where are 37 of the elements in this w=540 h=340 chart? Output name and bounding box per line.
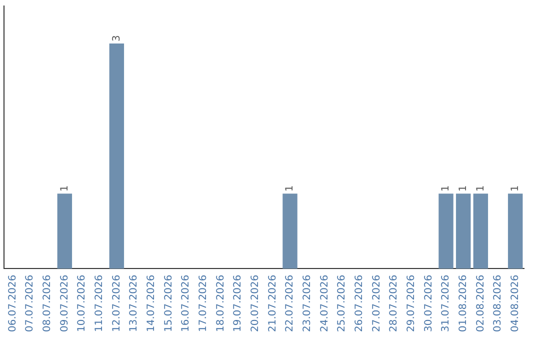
x-tick-label: 29.07.2026 bbox=[406, 274, 417, 332]
x-tick-label: 10.07.2026 bbox=[76, 274, 88, 332]
x-tick-label: 07.07.2026 bbox=[24, 274, 36, 332]
x-tick-label: 06.07.2026 bbox=[7, 274, 18, 332]
x-tick-label: 31.07.2026 bbox=[440, 274, 452, 332]
data-label: 1 bbox=[284, 185, 296, 192]
x-tick-label: 14.07.2026 bbox=[146, 274, 157, 332]
x-tick-label: 23.07.2026 bbox=[302, 274, 313, 332]
x-tick-label: 15.07.2026 bbox=[163, 274, 174, 332]
x-tick-label: 28.07.2026 bbox=[388, 274, 400, 332]
x-tick-label: 04.08.2026 bbox=[510, 274, 521, 332]
x-tick-label: 22.07.2026 bbox=[284, 274, 296, 332]
x-tick-label: 20.07.2026 bbox=[250, 274, 261, 332]
data-label: 1 bbox=[510, 185, 521, 192]
x-tick-label: 12.07.2026 bbox=[111, 274, 122, 332]
x-tick-label: 16.07.2026 bbox=[180, 274, 192, 332]
x-tick-label: 08.07.2026 bbox=[42, 274, 53, 332]
data-label: 1 bbox=[59, 185, 70, 192]
x-tick-label: 18.07.2026 bbox=[215, 274, 226, 332]
x-tick-label: 02.08.2026 bbox=[475, 274, 486, 332]
x-tick-label: 27.07.2026 bbox=[371, 274, 382, 332]
x-tick-label: 30.07.2026 bbox=[423, 274, 434, 332]
x-tick-label: 25.07.2026 bbox=[336, 274, 348, 332]
x-tick-label: 24.07.2026 bbox=[319, 274, 330, 332]
x-tick-label: 17.07.2026 bbox=[198, 274, 209, 332]
data-label: 1 bbox=[475, 185, 486, 192]
x-tick-label: 19.07.2026 bbox=[232, 274, 244, 332]
x-tick-label: 26.07.2026 bbox=[354, 274, 365, 332]
data-label: 1 bbox=[440, 185, 452, 192]
x-tick-label: 01.08.2026 bbox=[458, 274, 469, 332]
x-tick-label: 21.07.2026 bbox=[267, 274, 278, 332]
data-label: 1 bbox=[458, 185, 469, 192]
data-label: 3 bbox=[111, 35, 122, 42]
x-tick-label: 11.07.2026 bbox=[94, 274, 105, 332]
x-tick-label: 03.08.2026 bbox=[492, 274, 504, 332]
x-tick-label: 13.07.2026 bbox=[128, 274, 140, 332]
x-tick-label: 09.07.2026 bbox=[59, 274, 70, 332]
